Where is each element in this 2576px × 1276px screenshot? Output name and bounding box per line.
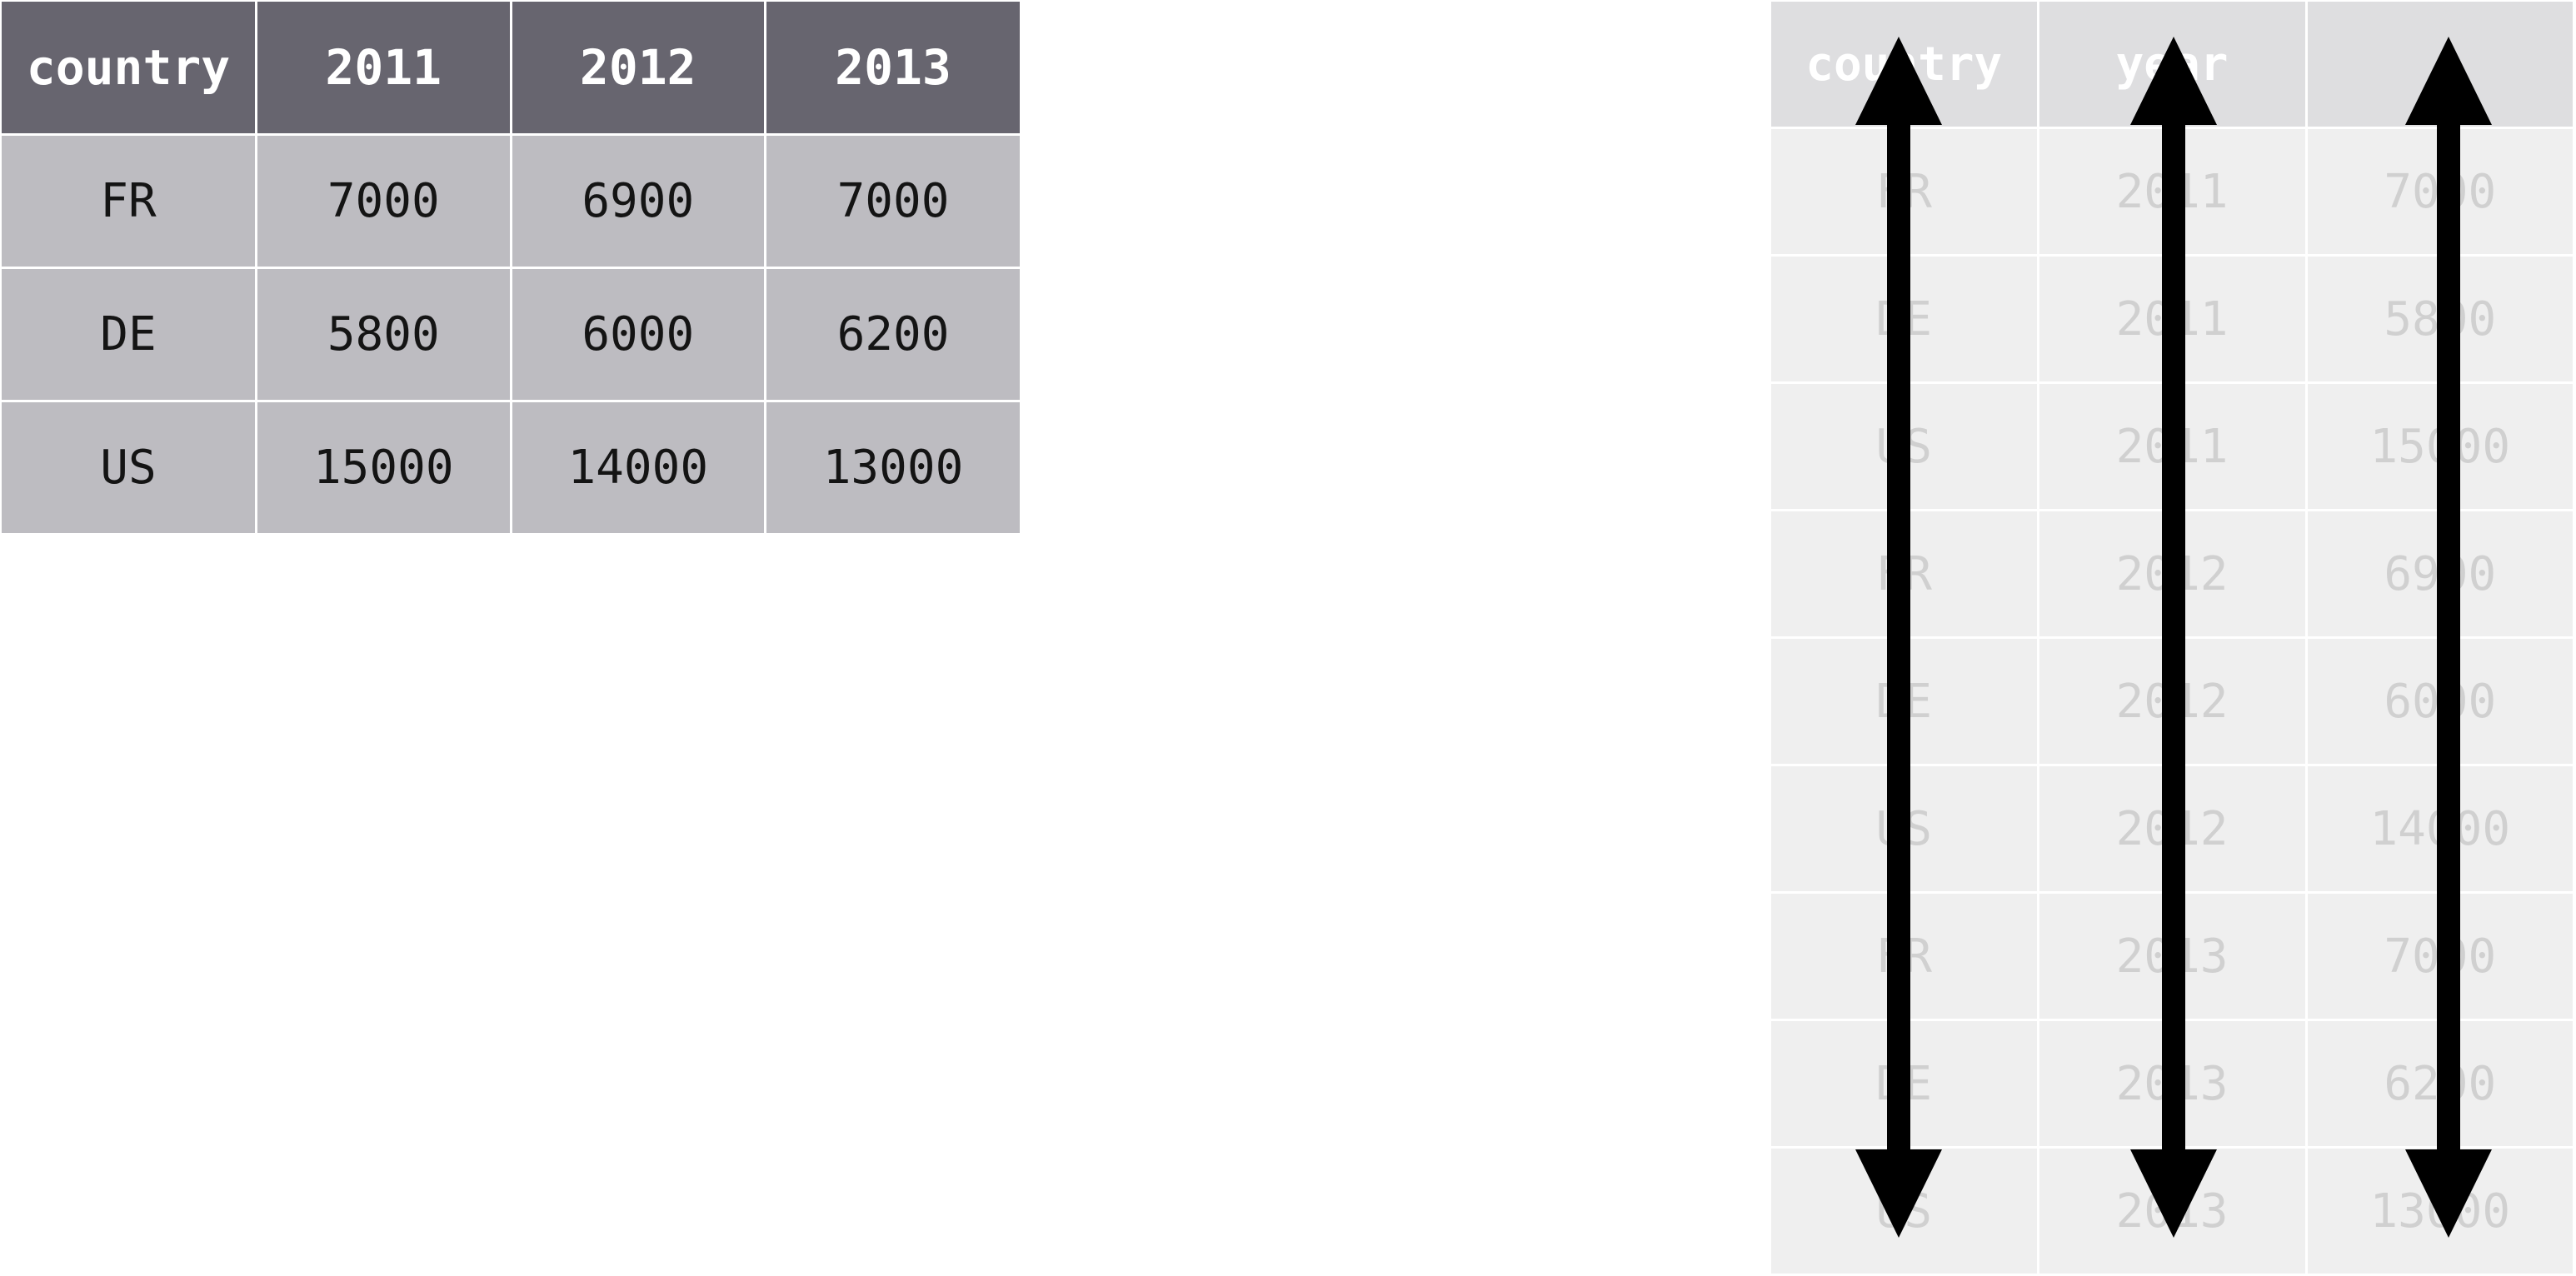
table-cell: 7000 xyxy=(765,134,1020,269)
table-cell: 7000 xyxy=(256,134,512,269)
table-cell: DE xyxy=(2,267,257,402)
table-row: DE 5800 6000 6200 xyxy=(2,267,1020,402)
double-arrow-icon xyxy=(2405,37,2492,1238)
table-cell: 6900 xyxy=(511,134,766,269)
table-cell: 13000 xyxy=(765,401,1020,536)
table-cell: 6000 xyxy=(511,267,766,402)
table-cell: 5800 xyxy=(256,267,512,402)
table-cell: 14000 xyxy=(511,401,766,536)
wide-table-header-row: country 2011 2012 2013 xyxy=(2,2,1020,136)
table-cell: US xyxy=(2,401,257,536)
table-row: FR 7000 6900 7000 xyxy=(2,134,1020,269)
wide-header-2012: 2012 xyxy=(511,2,766,136)
wide-header-2013: 2013 xyxy=(765,2,1020,136)
table-cell: FR xyxy=(2,134,257,269)
table-cell: 15000 xyxy=(256,401,512,536)
table-cell: 6200 xyxy=(765,267,1020,402)
double-arrow-icon xyxy=(2130,37,2217,1238)
wide-table: country 2011 2012 2013 FR 7000 6900 7000… xyxy=(2,2,1020,536)
wide-header-2011: 2011 xyxy=(256,2,512,136)
table-row: DE 2013 6200 xyxy=(1771,1019,2573,1149)
table-row: US 15000 14000 13000 xyxy=(2,401,1020,536)
wide-header-country: country xyxy=(2,2,257,136)
double-arrow-icon xyxy=(1855,37,1942,1238)
